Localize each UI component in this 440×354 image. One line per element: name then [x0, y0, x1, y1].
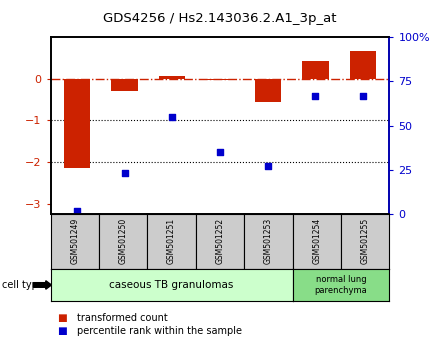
Text: GDS4256 / Hs2.143036.2.A1_3p_at: GDS4256 / Hs2.143036.2.A1_3p_at: [103, 12, 337, 25]
Text: GSM501251: GSM501251: [167, 217, 176, 264]
Text: GSM501253: GSM501253: [264, 217, 273, 264]
Bar: [64, 79, 90, 169]
Text: normal lung
parenchyma: normal lung parenchyma: [315, 275, 367, 295]
Text: ■: ■: [57, 313, 67, 323]
Text: percentile rank within the sample: percentile rank within the sample: [77, 326, 242, 336]
Bar: [111, 79, 138, 91]
Bar: [255, 79, 281, 102]
Bar: [302, 61, 329, 79]
Text: cell type: cell type: [2, 280, 44, 290]
Text: GSM501254: GSM501254: [312, 217, 321, 264]
Point: [73, 208, 81, 213]
Point: [169, 114, 176, 120]
Text: GSM501249: GSM501249: [70, 217, 79, 264]
Bar: [159, 76, 185, 79]
Text: GSM501250: GSM501250: [119, 217, 128, 264]
Text: caseous TB granulomas: caseous TB granulomas: [110, 280, 234, 290]
Point: [216, 149, 224, 155]
Point: [312, 93, 319, 98]
Bar: [207, 79, 233, 80]
Text: ■: ■: [57, 326, 67, 336]
Text: GSM501255: GSM501255: [361, 217, 370, 264]
Bar: [350, 51, 376, 79]
Text: transformed count: transformed count: [77, 313, 168, 323]
Point: [359, 93, 367, 98]
Point: [264, 164, 271, 169]
Point: [121, 171, 128, 176]
Text: GSM501252: GSM501252: [216, 217, 224, 264]
